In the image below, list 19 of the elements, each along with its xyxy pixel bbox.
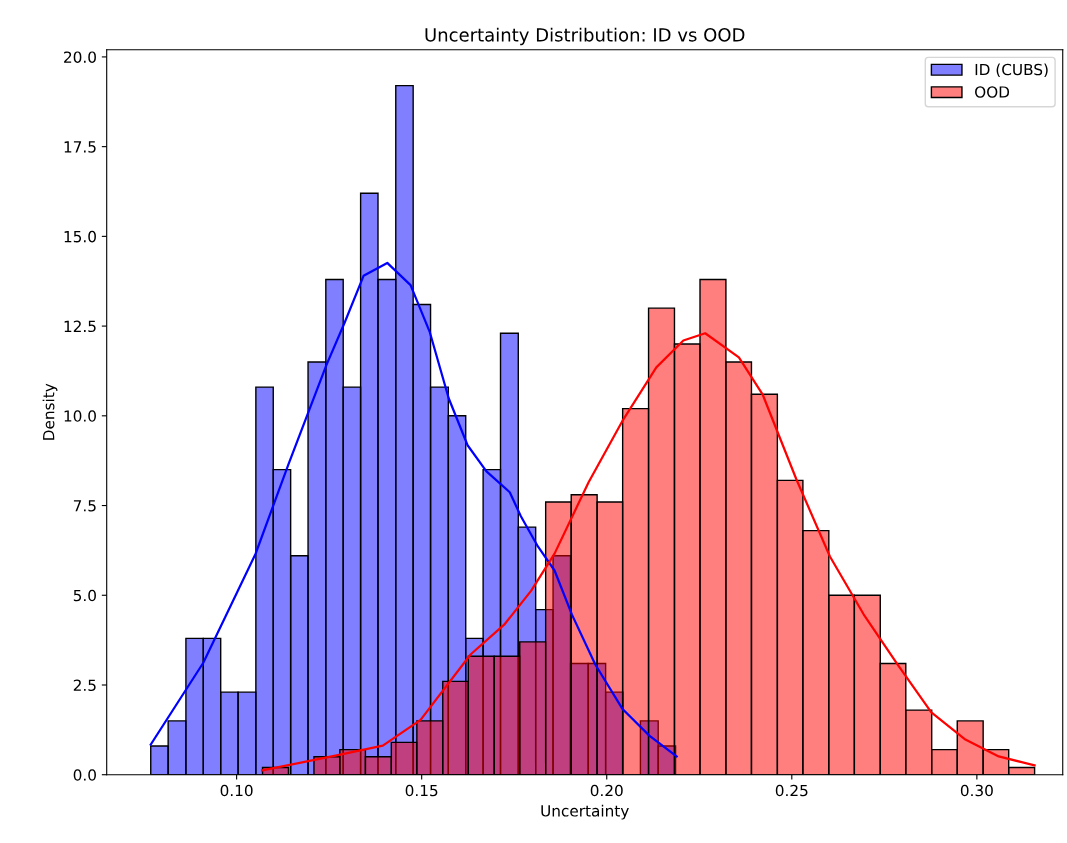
x-tick-label: 0.15 bbox=[405, 784, 438, 797]
x-tick-label: 0.25 bbox=[775, 784, 808, 797]
y-tick-label: 10.0 bbox=[64, 410, 96, 422]
y-tick-label: 15.0 bbox=[64, 230, 96, 243]
y-tick-label: 17.5 bbox=[64, 141, 96, 153]
x-tick-label: 0.20 bbox=[590, 784, 623, 797]
y-tick-label: 2.5 bbox=[73, 679, 96, 692]
y-tick-label: 12.5 bbox=[64, 320, 96, 333]
chart-title: Uncertainty Distribution: ID vs OOD bbox=[425, 27, 745, 46]
y-tick-label: 7.5 bbox=[73, 500, 96, 512]
x-tick-label: 0.30 bbox=[960, 784, 993, 797]
x-axis-title: Uncertainty bbox=[541, 804, 629, 820]
x-tick-label: 0.10 bbox=[220, 784, 253, 797]
y-tick-label: 0.0 bbox=[73, 769, 96, 781]
legend-label: OOD bbox=[975, 86, 1010, 98]
y-axis-title: Density bbox=[42, 383, 58, 440]
legend-label: ID (CUBS) bbox=[975, 63, 1048, 78]
y-tick-label: 5.0 bbox=[73, 589, 96, 602]
y-tick-label: 20.0 bbox=[64, 51, 96, 63]
